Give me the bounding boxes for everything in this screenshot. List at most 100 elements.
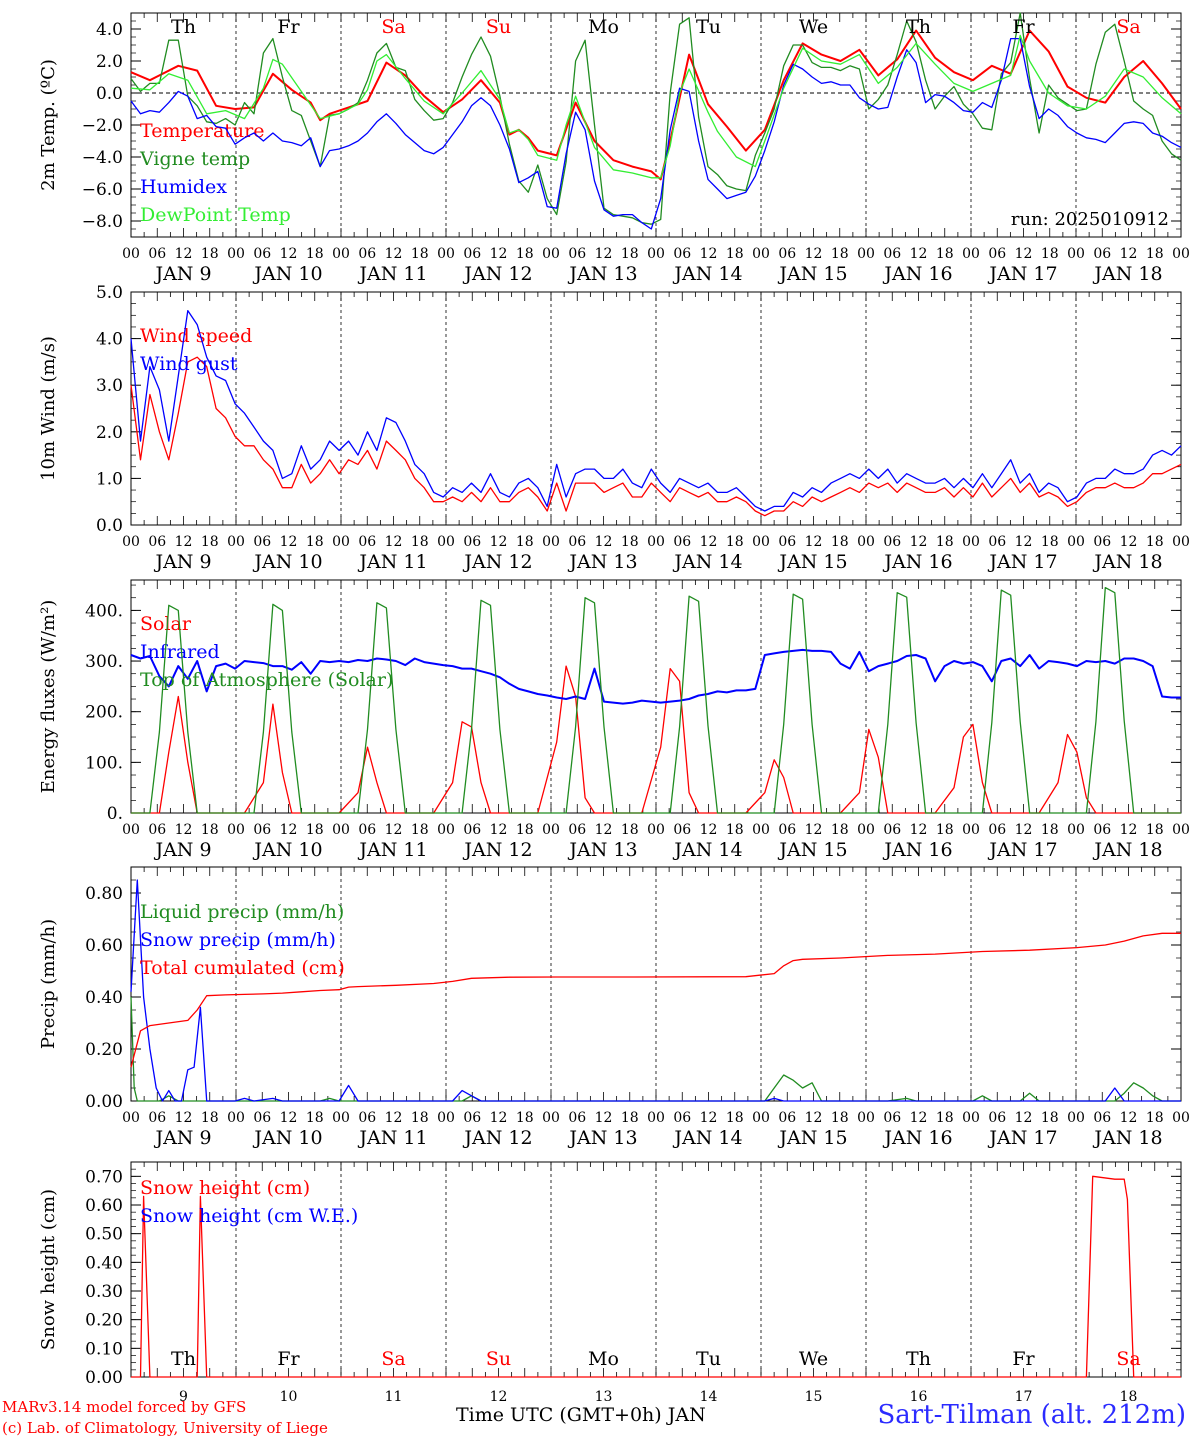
x-date-label: JAN 18 <box>1092 839 1162 861</box>
y-tick-label: 200. <box>85 703 123 723</box>
y-axis-label: 10m Wind (m/s) <box>38 336 59 481</box>
x-hour-label: 12 <box>595 246 613 262</box>
legend-entry: Infrared <box>140 641 220 663</box>
x-date-label: JAN 10 <box>252 839 322 861</box>
legend-entry: Total cumulated (cm) <box>140 957 345 979</box>
y-tick-label: −6.0 <box>82 180 123 200</box>
x-hour-label: 12 <box>595 534 613 550</box>
x-hour-label: 18 <box>1146 246 1164 262</box>
x-hour-label: 06 <box>883 246 901 262</box>
x-date-label: JAN 15 <box>777 839 847 861</box>
x-date-label: 10 <box>280 1389 298 1405</box>
x-hour-label: 06 <box>988 822 1006 838</box>
x-hour-label: 00 <box>857 246 875 262</box>
y-tick-label: 0.20 <box>85 1040 123 1060</box>
x-date-label: 18 <box>1120 1389 1138 1405</box>
x-hour-label: 12 <box>805 246 823 262</box>
weekday-label: Sa <box>381 1348 405 1370</box>
legend-entry: Wind gust <box>140 353 238 375</box>
x-hour-label: 00 <box>962 822 980 838</box>
y-axis-label: Snow height (cm) <box>38 1189 59 1350</box>
y-tick-label: 0.00 <box>85 1092 123 1112</box>
x-hour-label: 00 <box>962 246 980 262</box>
x-date-label: JAN 11 <box>357 839 427 861</box>
x-hour-label: 00 <box>227 246 245 262</box>
x-hour-label: 00 <box>437 534 455 550</box>
x-hour-label: 12 <box>175 246 193 262</box>
panel-1: 4.0 2.0 0.0 −2.0 −4.0 −6.0 −8.0 2m Temp. (ºC) 00… <box>38 12 1190 285</box>
x-date-label: JAN 13 <box>567 263 637 285</box>
x-hour-label: 12 <box>805 822 823 838</box>
panel-4: 0.80 0.60 0.40 0.20 0.00 Precip (mm/h) 00 06 12 1… <box>38 866 1190 1149</box>
x-hour-label: 18 <box>936 1110 954 1126</box>
x-date-label: JAN 11 <box>357 1127 427 1149</box>
x-hour-label: 18 <box>831 246 849 262</box>
x-hour-label: 18 <box>831 1110 849 1126</box>
y-tick-label: 3.0 <box>96 376 123 396</box>
x-hour-label: 12 <box>385 246 403 262</box>
x-hour-label: 18 <box>306 246 324 262</box>
y-tick-label: −8.0 <box>82 212 123 232</box>
y-tick-label: 0.60 <box>85 936 123 956</box>
x-date-label: JAN 16 <box>882 551 952 573</box>
x-hour-label: 00 <box>227 1110 245 1126</box>
x-hour-label: 18 <box>411 534 429 550</box>
x-date-label: JAN 12 <box>462 551 532 573</box>
x-date-label: JAN 11 <box>357 551 427 573</box>
legend-entry: Snow height (cm W.E.) <box>140 1205 358 1227</box>
x-hour-label: 18 <box>306 534 324 550</box>
x-hour-label: 00 <box>752 534 770 550</box>
x-hour-label: 06 <box>148 534 166 550</box>
legend-entry: Solar <box>140 613 192 635</box>
x-hour-label: 18 <box>201 822 219 838</box>
x-date-label: JAN 18 <box>1092 551 1162 573</box>
x-date-label: JAN 16 <box>882 263 952 285</box>
weekday-label: Th <box>906 16 931 38</box>
x-date-label: JAN 12 <box>462 1127 532 1149</box>
x-hour-label: 18 <box>726 534 744 550</box>
x-hour-label: 06 <box>253 822 271 838</box>
x-hour-label: 00 <box>857 534 875 550</box>
x-date-label: JAN 12 <box>462 839 532 861</box>
legend-entry: Snow height (cm) <box>140 1177 310 1199</box>
x-hour-label: 12 <box>1120 1110 1138 1126</box>
y-tick-label: 100. <box>85 753 123 773</box>
x-hour-label: 12 <box>595 822 613 838</box>
copyright-credit: (c) Lab. of Climatology, University of L… <box>2 1419 328 1437</box>
x-hour-label: 18 <box>411 1110 429 1126</box>
y-tick-label: 0.0 <box>96 84 123 104</box>
y-tick-label: 0.80 <box>85 884 123 904</box>
x-hour-label: 06 <box>778 822 796 838</box>
x-hour-label: 06 <box>988 1110 1006 1126</box>
x-hour-label: 06 <box>673 246 691 262</box>
x-date-label: 15 <box>805 1389 823 1405</box>
series-line <box>130 309 1182 512</box>
x-date-label: JAN 18 <box>1092 1127 1162 1149</box>
x-hour-label: 06 <box>673 1110 691 1126</box>
series-line <box>130 648 1181 705</box>
weekday-label: Tu <box>696 1348 721 1370</box>
x-hour-label: 12 <box>910 246 928 262</box>
x-hour-label: 00 <box>542 1110 560 1126</box>
x-hour-label: 00 <box>542 246 560 262</box>
x-hour-label: 12 <box>595 1110 613 1126</box>
x-hour-label: 00 <box>437 246 455 262</box>
x-date-label: 13 <box>595 1389 613 1405</box>
x-hour-label: 12 <box>490 246 508 262</box>
x-hour-label: 00 <box>857 1110 875 1126</box>
y-tick-label: 0.40 <box>85 988 123 1008</box>
weekday-label: We <box>799 16 828 38</box>
y-tick-label: 0.40 <box>85 1253 123 1273</box>
x-hour-label: 12 <box>175 822 193 838</box>
y-axis-label: Energy fluxes (W/m²) <box>38 600 59 794</box>
series-line <box>130 34 1182 179</box>
x-date-label: JAN 14 <box>672 263 742 285</box>
x-hour-label: 00 <box>752 1110 770 1126</box>
x-hour-label: 06 <box>148 1110 166 1126</box>
x-hour-label: 12 <box>1120 534 1138 550</box>
x-date-label: JAN 14 <box>672 1127 742 1149</box>
weekday-label: Fr <box>1012 16 1035 38</box>
x-hour-label: 00 <box>857 822 875 838</box>
legend-entry: Wind speed <box>140 325 252 347</box>
y-tick-label: 0.00 <box>85 1368 123 1388</box>
